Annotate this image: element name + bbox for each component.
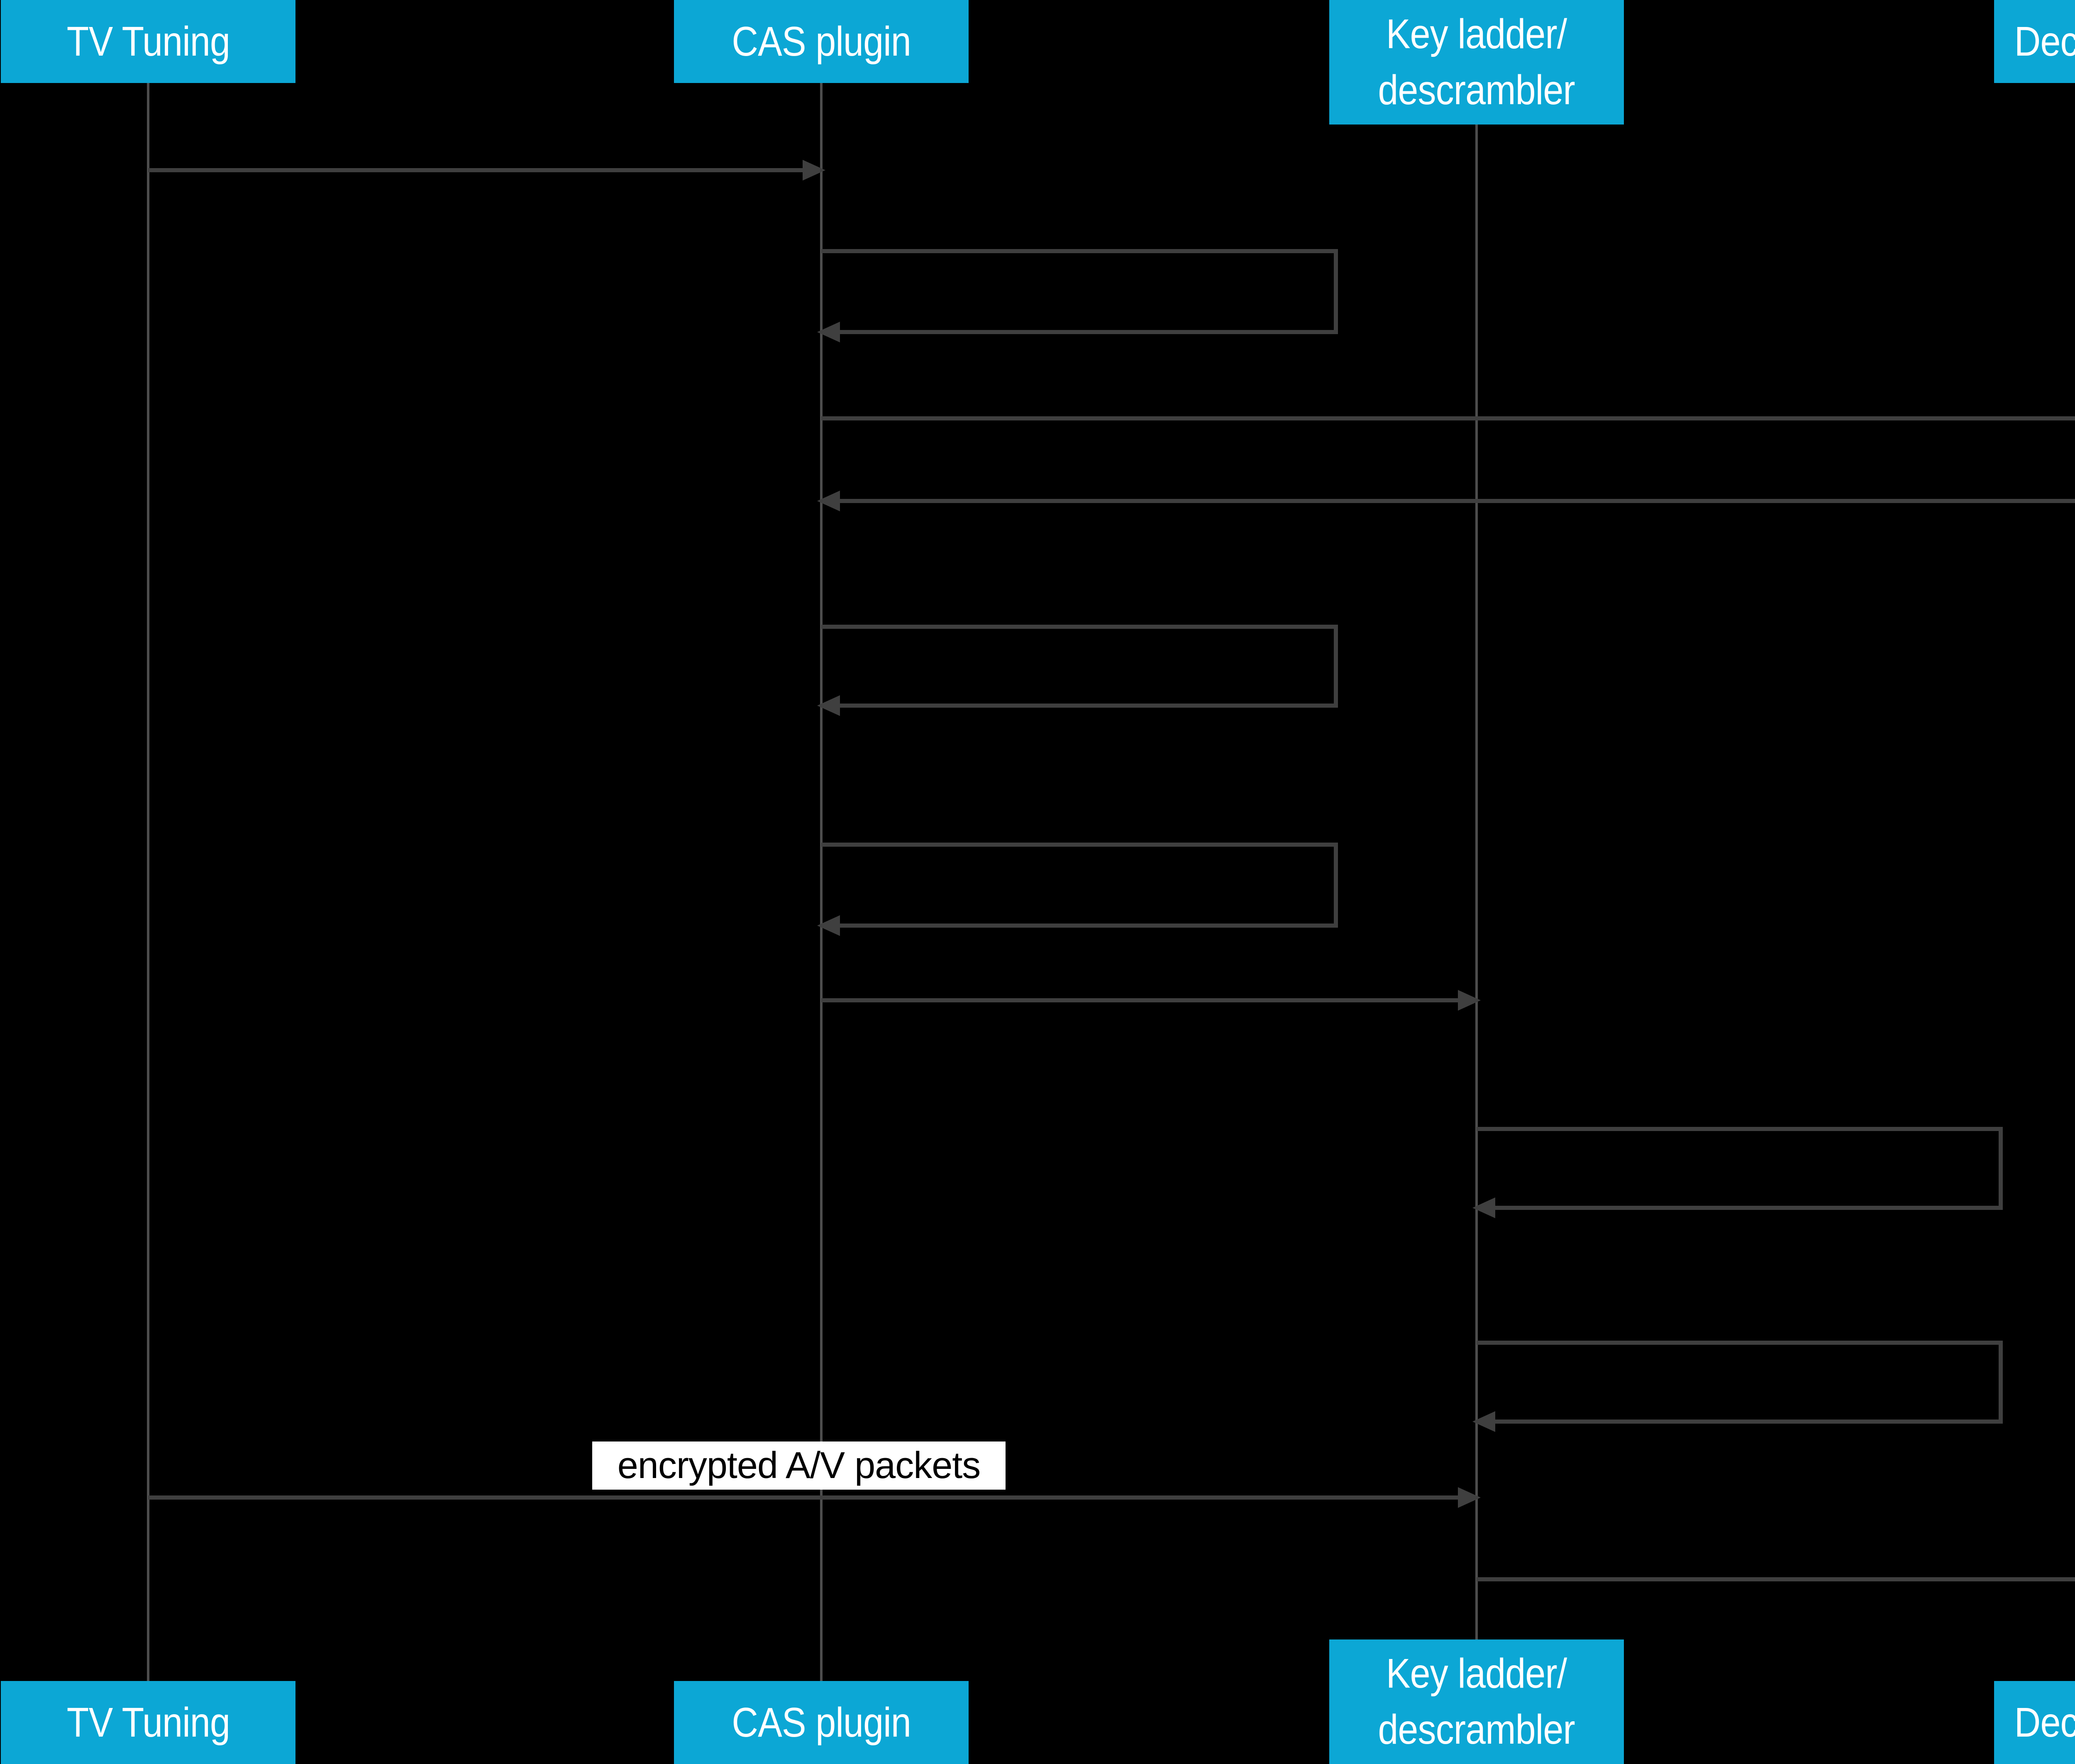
- actor-top-box-cas-plugin: CAS plugin: [674, 0, 969, 83]
- actor-label: TV Tuning: [66, 1699, 230, 1746]
- arrowhead-left-icon: [1472, 1411, 1495, 1432]
- actor-bottom-box-cas-plugin: CAS plugin: [674, 1681, 969, 1764]
- arrowhead-right-icon: [1458, 1487, 1481, 1508]
- arrowhead-left-icon: [817, 695, 840, 716]
- actor-label: CAS plugin: [732, 18, 911, 65]
- actor-label: Decode, display: [2014, 18, 2075, 65]
- message-arrow-cas-to-key-ladder: [821, 998, 1458, 1002]
- arrowhead-left-icon: [817, 491, 840, 511]
- actor-label: TV Tuning: [66, 18, 230, 65]
- arrowhead-right-icon: [803, 160, 825, 181]
- self-message-cas-1: [821, 249, 1338, 334]
- actor-label: Decode, display: [2014, 1699, 2075, 1746]
- actor-label: Key ladder/ descrambler: [1378, 11, 1575, 113]
- actor-top-box-key-ladder: Key ladder/ descrambler: [1329, 0, 1624, 125]
- self-message-cas-3: [821, 843, 1338, 928]
- self-message-cas-2: [821, 625, 1338, 708]
- self-message-key-ladder-1: [1477, 1127, 2003, 1210]
- message-label-encrypted-av-packets: encrypted A/V packets: [592, 1441, 1006, 1490]
- actor-bottom-box-tv-tuning: TV Tuning: [1, 1681, 295, 1764]
- arrowhead-left-icon: [817, 915, 840, 936]
- message-arrow-tv-to-key-ladder: [148, 1495, 1458, 1500]
- message-arrow-key-ladder-to-decode: [1477, 1577, 2075, 1581]
- message-arrow-cas-to-ca-headend: [821, 416, 2075, 420]
- actor-label: CAS plugin: [732, 1699, 911, 1746]
- actor-top-box-decode-display: Decode, display: [1994, 0, 2075, 83]
- actor-label: Key ladder/ descrambler: [1378, 1650, 1575, 1753]
- arrowhead-right-icon: [1458, 990, 1481, 1011]
- message-arrow-tv-to-cas: [148, 168, 803, 172]
- lifeline-key-ladder: [1475, 125, 1478, 1639]
- lifeline-cas-plugin: [820, 83, 823, 1681]
- self-message-key-ladder-2: [1477, 1341, 2003, 1424]
- lifeline-tv-tuning: [147, 83, 149, 1681]
- actor-bottom-box-key-ladder: Key ladder/ descrambler: [1329, 1639, 1624, 1764]
- actor-bottom-box-decode-display: Decode, display: [1994, 1681, 2075, 1764]
- message-arrow-ca-headend-to-cas: [840, 499, 2075, 503]
- arrowhead-left-icon: [1472, 1197, 1495, 1218]
- arrowhead-left-icon: [817, 322, 840, 342]
- message-label-text: encrypted A/V packets: [617, 1444, 981, 1486]
- actor-top-box-tv-tuning: TV Tuning: [1, 0, 295, 83]
